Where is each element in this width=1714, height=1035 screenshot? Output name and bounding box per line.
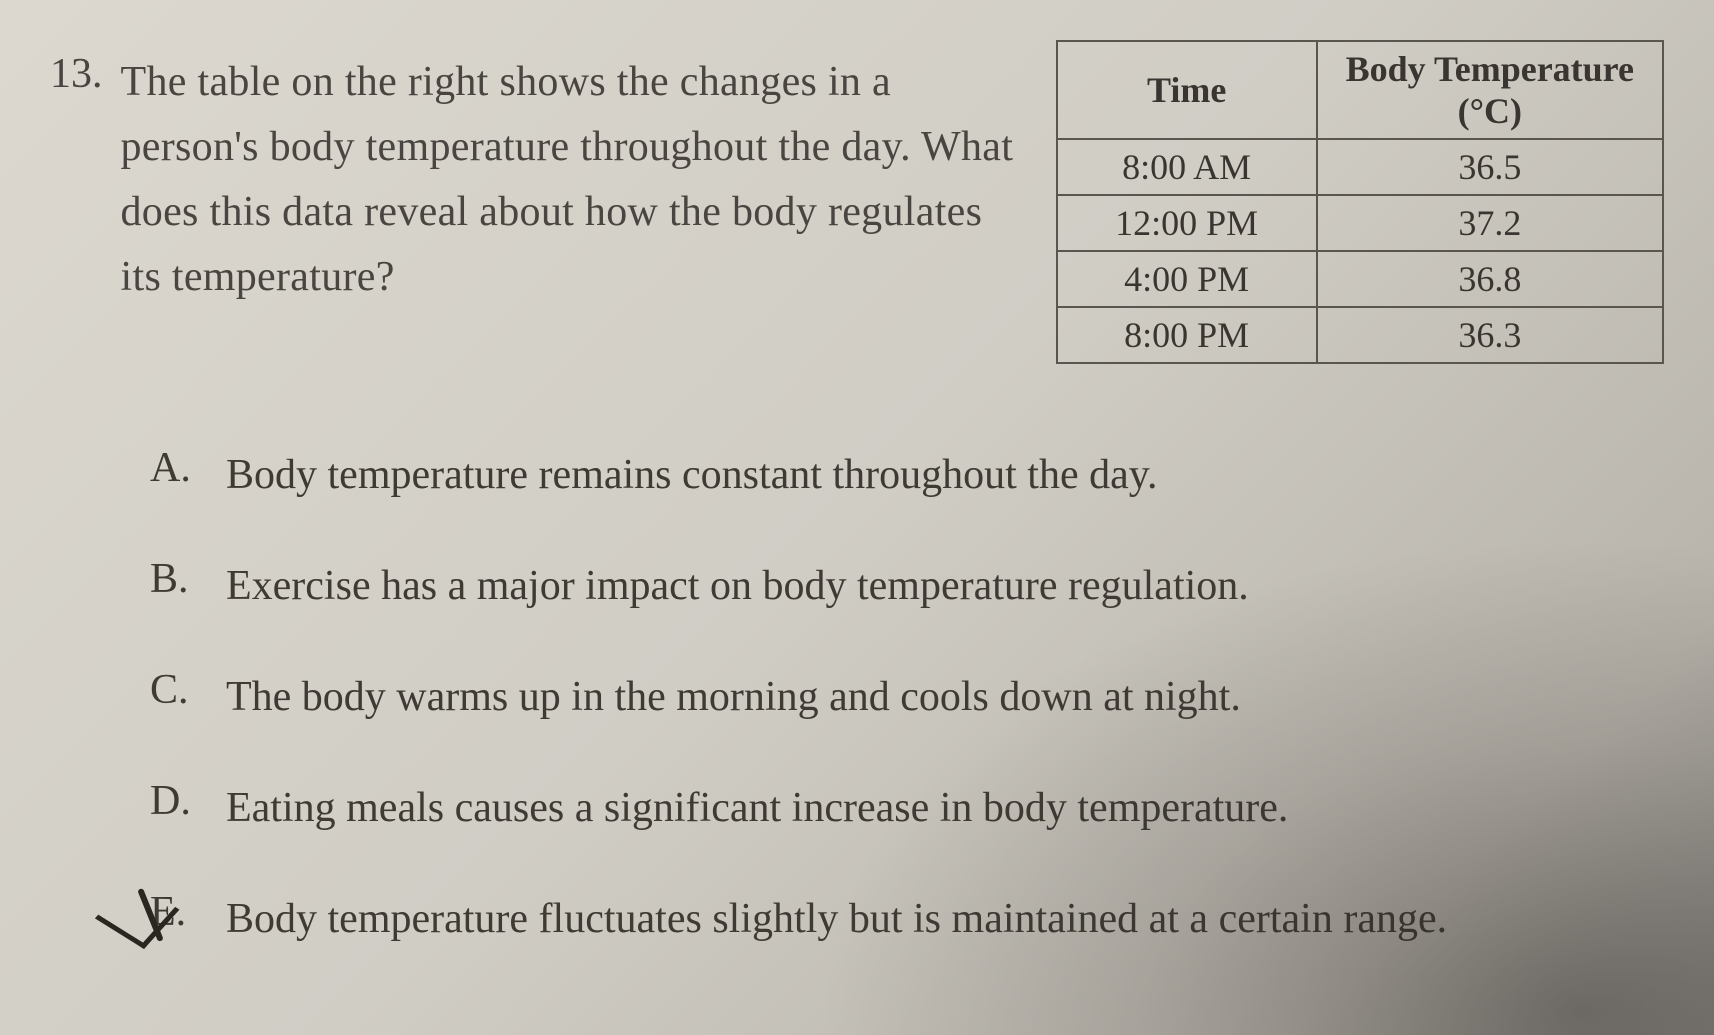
option-text: The body warms up in the morning and coo… bbox=[226, 666, 1241, 729]
cell-temp: 36.5 bbox=[1317, 139, 1663, 195]
table-row: 12:00 PM 37.2 bbox=[1057, 195, 1663, 251]
question-number: 13. bbox=[50, 50, 103, 98]
data-table-wrap: Time Body Temperature (°C) 8:00 AM 36.5 bbox=[1056, 40, 1664, 364]
answer-options: A. Body temperature remains constant thr… bbox=[150, 444, 1664, 951]
option-text: Body temperature remains constant throug… bbox=[226, 444, 1158, 507]
th-temp-label: Body Temperature bbox=[1346, 49, 1634, 89]
table-body: 8:00 AM 36.5 12:00 PM 37.2 4:00 PM 36.8 … bbox=[1057, 139, 1663, 363]
option-text: Exercise has a major impact on body temp… bbox=[226, 555, 1249, 618]
option-letter: A. bbox=[150, 444, 198, 492]
body-temperature-table: Time Body Temperature (°C) 8:00 AM 36.5 bbox=[1056, 40, 1664, 364]
th-time-label: Time bbox=[1147, 70, 1226, 110]
worksheet-page: 13. The table on the right shows the cha… bbox=[50, 40, 1664, 995]
table-header-temp: Body Temperature (°C) bbox=[1317, 41, 1663, 139]
question-row: 13. The table on the right shows the cha… bbox=[50, 40, 1664, 364]
question-text: The table on the right shows the changes… bbox=[121, 50, 1016, 310]
option-letter: E. bbox=[150, 888, 198, 936]
cell-temp: 37.2 bbox=[1317, 195, 1663, 251]
cell-time: 12:00 PM bbox=[1057, 195, 1317, 251]
table-header-time: Time bbox=[1057, 41, 1317, 139]
option-c[interactable]: C. The body warms up in the morning and … bbox=[150, 666, 1664, 729]
cell-time: 4:00 PM bbox=[1057, 251, 1317, 307]
option-e[interactable]: E. Body temperature fluctuates slightly … bbox=[150, 888, 1664, 951]
table-row: 8:00 PM 36.3 bbox=[1057, 307, 1663, 363]
option-text: Body temperature fluctuates slightly but… bbox=[226, 888, 1447, 951]
option-a[interactable]: A. Body temperature remains constant thr… bbox=[150, 444, 1664, 507]
option-d[interactable]: D. Eating meals causes a significant inc… bbox=[150, 777, 1664, 840]
th-temp-unit: (°C) bbox=[1346, 90, 1634, 132]
option-letter: D. bbox=[150, 777, 198, 825]
option-b[interactable]: B. Exercise has a major impact on body t… bbox=[150, 555, 1664, 618]
option-text: Eating meals causes a significant increa… bbox=[226, 777, 1288, 840]
table-row: 4:00 PM 36.8 bbox=[1057, 251, 1663, 307]
option-letter: B. bbox=[150, 555, 198, 603]
option-letter: C. bbox=[150, 666, 198, 714]
cell-temp: 36.8 bbox=[1317, 251, 1663, 307]
question-block: 13. The table on the right shows the cha… bbox=[50, 40, 1016, 310]
cell-time: 8:00 AM bbox=[1057, 139, 1317, 195]
cell-temp: 36.3 bbox=[1317, 307, 1663, 363]
table-row: 8:00 AM 36.5 bbox=[1057, 139, 1663, 195]
cell-time: 8:00 PM bbox=[1057, 307, 1317, 363]
